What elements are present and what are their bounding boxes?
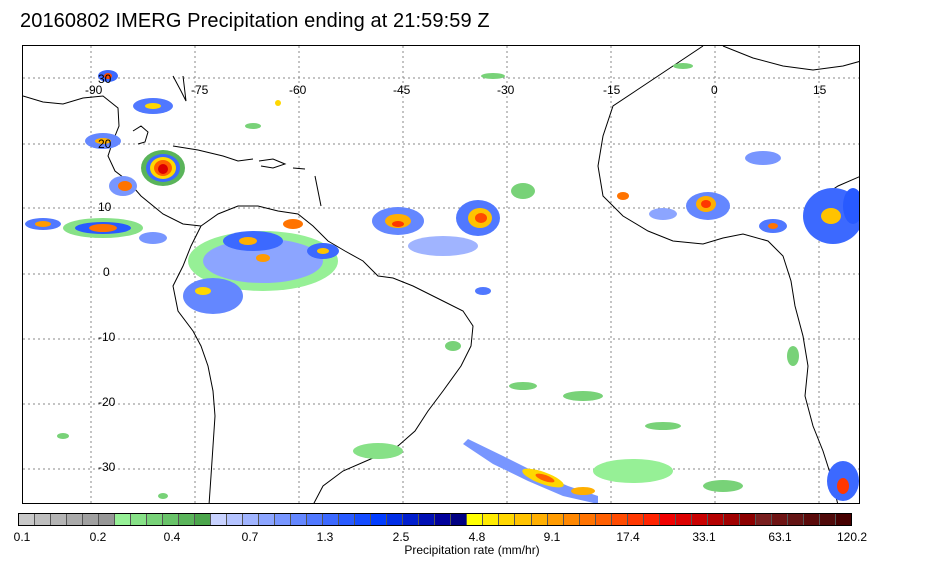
colorbar-swatch — [227, 514, 244, 525]
colorbar-swatch — [275, 514, 292, 525]
colorbar-swatch — [739, 514, 756, 525]
colorbar-swatch — [611, 514, 628, 525]
colorbar-tick-label: 120.2 — [836, 530, 868, 544]
lat-label: -10 — [98, 330, 116, 344]
colorbar-tick-label: 9.1 — [543, 530, 561, 544]
colorbar-swatch — [515, 514, 532, 525]
colorbar-tick-label: 0.1 — [13, 530, 31, 544]
lat-label: 20 — [98, 137, 112, 151]
colorbar-title: Precipitation rate (mm/hr) — [404, 543, 540, 557]
colorbar-swatch — [755, 514, 772, 525]
colorbar-swatch — [691, 514, 708, 525]
colorbar-swatch — [659, 514, 676, 525]
colorbar-swatch — [179, 514, 196, 525]
colorbar-tick-label: 17.4 — [616, 530, 640, 544]
lat-label: 0 — [103, 265, 110, 279]
colorbar-swatch — [803, 514, 820, 525]
colorbar-swatch — [51, 514, 68, 525]
colorbar-swatch — [547, 514, 564, 525]
colorbar-swatch — [627, 514, 644, 525]
colorbar-swatch — [643, 514, 660, 525]
lon-label: -30 — [497, 83, 515, 97]
colorbar-swatch — [163, 514, 180, 525]
colorbar-swatch — [355, 514, 372, 525]
colorbar-tick-label: 33.1 — [692, 530, 716, 544]
colorbar-swatch — [371, 514, 388, 525]
colorbar-swatch — [819, 514, 836, 525]
precipitation-field — [25, 63, 859, 503]
colorbar-swatch — [483, 514, 500, 525]
colorbar-swatch — [563, 514, 580, 525]
precipitation-map: -90 -75 -60 -45 -30 -15 0 15 30 20 10 0 … — [22, 45, 860, 504]
colorbar-swatch — [451, 514, 468, 525]
colorbar-swatch — [259, 514, 276, 525]
colorbar-tick-label: 0.7 — [241, 530, 259, 544]
colorbar-swatch — [387, 514, 404, 525]
colorbar-swatch — [435, 514, 452, 525]
colorbar-swatch — [835, 514, 851, 525]
colorbar-swatch — [99, 514, 116, 525]
colorbar-tick-label: 1.3 — [316, 530, 334, 544]
precipitation-colorbar — [18, 513, 852, 526]
map-title: 20160802 IMERG Precipitation ending at 2… — [20, 10, 490, 32]
lat-label: 10 — [98, 200, 112, 214]
colorbar-swatch — [19, 514, 36, 525]
colorbar-tick-label: 0.2 — [89, 530, 107, 544]
colorbar-swatch — [595, 514, 612, 525]
colorbar-swatch — [195, 514, 212, 525]
lon-label: -75 — [191, 83, 209, 97]
colorbar-swatch — [291, 514, 308, 525]
colorbar-swatch — [339, 514, 356, 525]
coastlines — [23, 46, 859, 503]
colorbar-swatch — [115, 514, 132, 525]
colorbar-tick-label: 4.8 — [468, 530, 486, 544]
colorbar-swatch — [579, 514, 596, 525]
colorbar-swatch — [83, 514, 100, 525]
colorbar-tick-label: 63.1 — [768, 530, 792, 544]
colorbar-swatch — [131, 514, 148, 525]
colorbar-swatch — [707, 514, 724, 525]
lon-label: 0 — [711, 83, 718, 97]
colorbar-swatch — [531, 514, 548, 525]
colorbar-swatch — [243, 514, 260, 525]
colorbar-tick-label: 2.5 — [392, 530, 410, 544]
colorbar-swatch — [403, 514, 420, 525]
colorbar-swatch — [419, 514, 436, 525]
lat-label: -30 — [98, 460, 116, 474]
map-canvas — [23, 46, 859, 503]
colorbar-swatch — [211, 514, 228, 525]
colorbar-tick-label: 0.4 — [163, 530, 181, 544]
colorbar-swatch — [723, 514, 740, 525]
lon-label: -45 — [393, 83, 411, 97]
graticule — [23, 46, 859, 503]
colorbar-swatch — [323, 514, 340, 525]
lon-label: -60 — [289, 83, 307, 97]
colorbar-swatch — [771, 514, 788, 525]
lon-label: 15 — [813, 83, 827, 97]
lon-label: -90 — [85, 83, 103, 97]
colorbar-swatch — [35, 514, 52, 525]
colorbar-swatch — [307, 514, 324, 525]
lat-label: 30 — [98, 72, 112, 86]
lon-label: -15 — [603, 83, 621, 97]
colorbar-swatch — [787, 514, 804, 525]
colorbar-swatch — [467, 514, 484, 525]
lat-label: -20 — [98, 395, 116, 409]
colorbar-swatch — [147, 514, 164, 525]
colorbar-swatch — [67, 514, 84, 525]
colorbar-swatch — [675, 514, 692, 525]
colorbar-swatch — [499, 514, 516, 525]
